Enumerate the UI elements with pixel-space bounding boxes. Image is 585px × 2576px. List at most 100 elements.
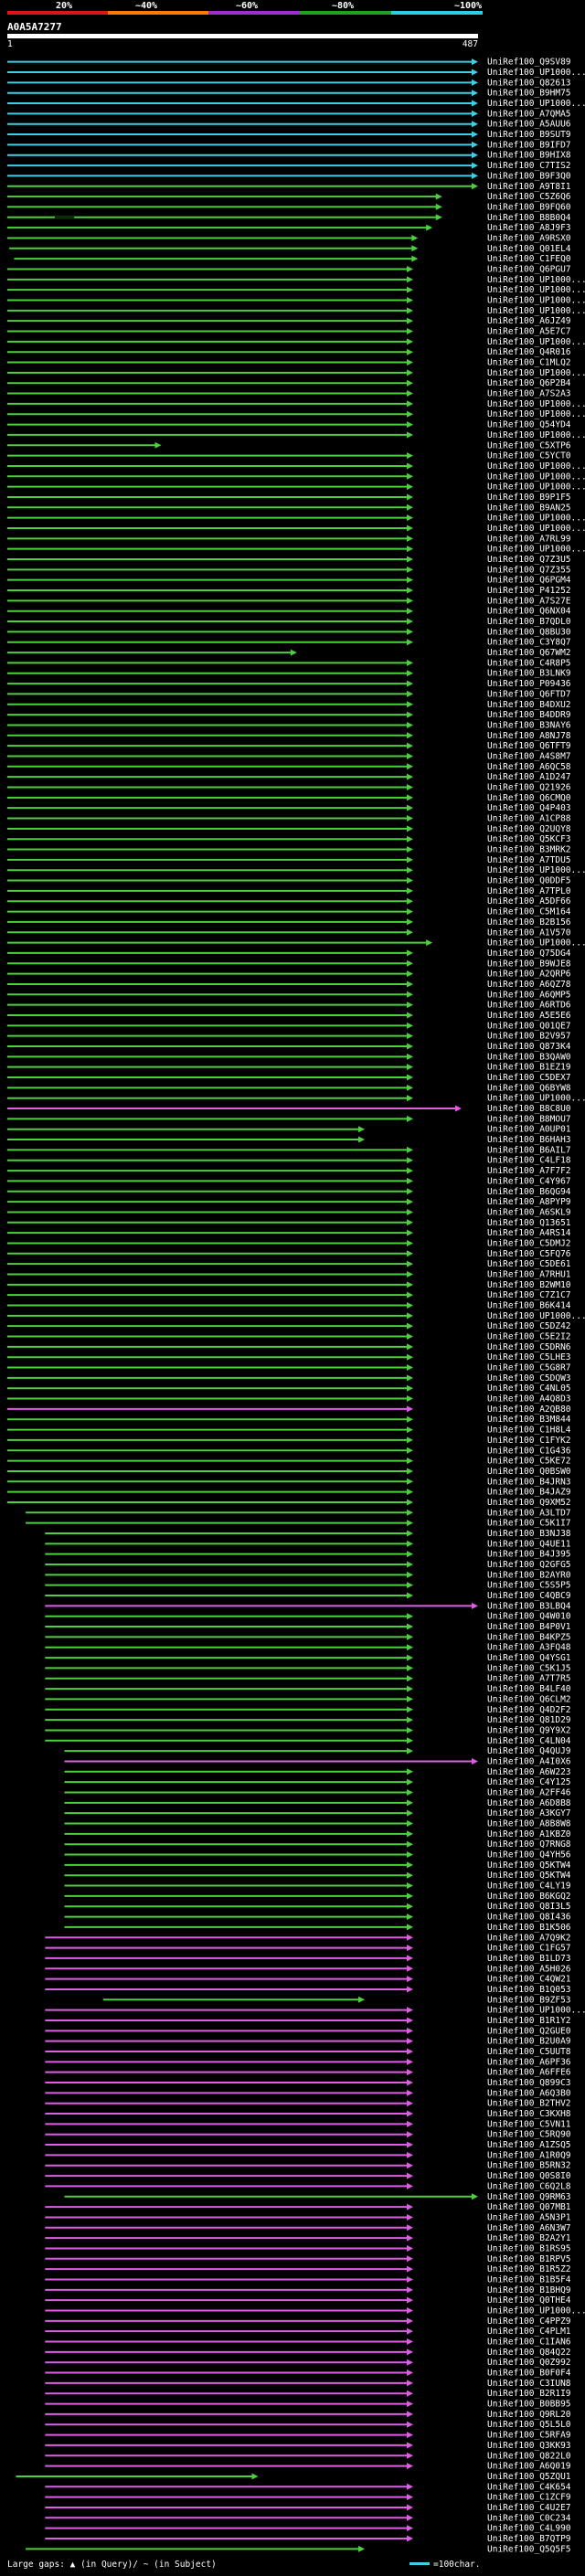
hit-row[interactable]: UniRef100_A7QMA5 <box>7 109 571 119</box>
hit-label[interactable]: UniRef100_B9P1F5 <box>487 493 571 503</box>
hit-row[interactable]: UniRef100_A6PF36 <box>45 2057 571 2067</box>
hit-label[interactable]: UniRef100_B1R1Y2 <box>487 2016 571 2026</box>
hit-label[interactable]: UniRef100_B2V957 <box>487 1032 571 1042</box>
hit-row[interactable]: UniRef100_A1ZSQ5 <box>45 2140 571 2150</box>
hit-row[interactable]: UniRef100_Q13651 <box>7 1218 571 1228</box>
hit-label[interactable]: UniRef100_Q4YSG1 <box>487 1653 571 1663</box>
hit-row[interactable]: UniRef100_A6QMP5 <box>7 990 571 1000</box>
hit-label[interactable]: UniRef100_UP1000... <box>487 275 585 285</box>
hit-row[interactable]: UniRef100_Q75DG4 <box>7 949 571 959</box>
hit-row[interactable]: UniRef100_UP1000... <box>7 865 585 875</box>
hit-label[interactable]: UniRef100_C4K654 <box>487 2482 571 2492</box>
hit-label[interactable]: UniRef100_B3QAW0 <box>487 1052 571 1062</box>
hit-label[interactable]: UniRef100_C5LHE3 <box>487 1352 571 1362</box>
hit-row[interactable]: UniRef100_B2A2Y1 <box>45 2233 571 2243</box>
hit-row[interactable]: UniRef100_Q07MB1 <box>45 2202 571 2212</box>
hit-label[interactable]: UniRef100_A9T8I1 <box>487 182 571 192</box>
hit-row[interactable]: UniRef100_A4Q8D3 <box>7 1394 571 1405</box>
hit-label[interactable]: UniRef100_A7TDU5 <box>487 855 571 865</box>
hit-label[interactable]: UniRef100_Q7Z355 <box>487 565 571 575</box>
hit-row[interactable]: UniRef100_B6KGQ2 <box>64 1892 571 1902</box>
hit-row[interactable]: UniRef100_B9AN25 <box>7 503 571 513</box>
hit-row[interactable]: UniRef100_B3QAW0 <box>7 1052 571 1062</box>
hit-label[interactable]: UniRef100_A8J9F3 <box>487 223 571 233</box>
hit-row[interactable]: UniRef100_B6K414 <box>7 1301 571 1311</box>
hit-row[interactable]: UniRef100_B1R5Z2 <box>45 2264 571 2274</box>
hit-row[interactable]: UniRef100_UP1000... <box>7 99 585 109</box>
hit-row[interactable]: UniRef100_UP1000... <box>7 482 585 493</box>
hit-label[interactable]: UniRef100_C5K1J5 <box>487 1663 571 1673</box>
hit-row[interactable]: UniRef100_C5K1J5 <box>45 1663 571 1673</box>
hit-row[interactable]: UniRef100_A6Q019 <box>45 2462 571 2472</box>
hit-label[interactable]: UniRef100_UP1000... <box>487 865 585 875</box>
hit-row[interactable]: UniRef100_C5KE72 <box>7 1457 571 1467</box>
hit-label[interactable]: UniRef100_A4S8M7 <box>487 751 571 761</box>
hit-row[interactable]: UniRef100_B3MRK2 <box>7 845 571 855</box>
hit-label[interactable]: UniRef100_Q9RL20 <box>487 2410 571 2420</box>
hit-label[interactable]: UniRef100_C5VN11 <box>487 2119 571 2129</box>
hit-label[interactable]: UniRef100_C7TIS2 <box>487 161 571 171</box>
hit-label[interactable]: UniRef100_A3LTD7 <box>487 1508 571 1518</box>
hit-row[interactable]: UniRef100_B6AIL7 <box>7 1145 571 1155</box>
hit-label[interactable]: UniRef100_UP1000... <box>487 399 585 409</box>
hit-row[interactable]: UniRef100_B0BB95 <box>45 2400 571 2410</box>
hit-row[interactable]: UniRef100_A4I0X6 <box>64 1756 571 1766</box>
hit-row[interactable]: UniRef100_A1R0Q9 <box>45 2150 571 2160</box>
hit-label[interactable]: UniRef100_A6JZ49 <box>487 316 571 326</box>
hit-label[interactable]: UniRef100_C1G436 <box>487 1446 571 1456</box>
hit-label[interactable]: UniRef100_A2QRP6 <box>487 970 571 980</box>
hit-label[interactable]: UniRef100_Q5L5L0 <box>487 2420 571 2430</box>
hit-label[interactable]: UniRef100_B9HM75 <box>487 89 571 99</box>
hit-label[interactable]: UniRef100_Q6BYW8 <box>487 1083 571 1093</box>
hit-row[interactable]: UniRef100_Q54YD4 <box>7 420 571 430</box>
hit-label[interactable]: UniRef100_B1BHQ9 <box>487 2285 571 2295</box>
hit-row[interactable]: UniRef100_C4QW21 <box>45 1975 571 1985</box>
hit-label[interactable]: UniRef100_UP1000... <box>487 524 585 534</box>
hit-label[interactable]: UniRef100_B9AN25 <box>487 503 571 513</box>
hit-row[interactable]: UniRef100_Q6PGU7 <box>7 264 571 274</box>
hit-label[interactable]: UniRef100_C4Y125 <box>487 1777 571 1787</box>
hit-row[interactable]: UniRef100_Q4YH56 <box>64 1850 571 1860</box>
hit-label[interactable]: UniRef100_C1MLQ2 <box>487 358 571 368</box>
hit-label[interactable]: UniRef100_C3Y8Q7 <box>487 638 571 648</box>
hit-label[interactable]: UniRef100_C6Q2L8 <box>487 2181 571 2191</box>
hit-label[interactable]: UniRef100_C5UUT8 <box>487 2047 571 2057</box>
hit-label[interactable]: UniRef100_C5S5P5 <box>487 1581 571 1591</box>
hit-row[interactable]: UniRef100_C5DRN6 <box>7 1342 571 1352</box>
hit-row[interactable]: UniRef100_A3KGY7 <box>64 1808 571 1818</box>
hit-label[interactable]: UniRef100_B1K506 <box>487 1923 571 1933</box>
hit-row[interactable]: UniRef100_B3LNK9 <box>7 669 571 679</box>
hit-row[interactable]: UniRef100_B1RPV5 <box>45 2254 571 2264</box>
hit-row[interactable]: UniRef100_A6RTD6 <box>7 1001 571 1011</box>
hit-row[interactable]: UniRef100_B3NJ38 <box>45 1529 571 1539</box>
hit-row[interactable]: UniRef100_B1RS95 <box>45 2243 571 2253</box>
hit-row[interactable]: UniRef100_A2FF46 <box>64 1787 571 1797</box>
hit-row[interactable]: UniRef100_Q4R016 <box>7 347 571 357</box>
hit-label[interactable]: UniRef100_B6K414 <box>487 1301 571 1311</box>
hit-label[interactable]: UniRef100_B4JRN3 <box>487 1477 571 1487</box>
hit-row[interactable]: UniRef100_B1K506 <box>64 1923 571 1933</box>
hit-label[interactable]: UniRef100_B1Q053 <box>487 1985 571 1995</box>
hit-label[interactable]: UniRef100_C5K1I7 <box>487 1519 571 1529</box>
hit-label[interactable]: UniRef100_A6D8B8 <box>487 1798 571 1808</box>
hit-row[interactable]: UniRef100_A8NJ78 <box>7 731 571 741</box>
hit-row[interactable]: UniRef100_Q0Z992 <box>45 2358 571 2368</box>
hit-label[interactable]: UniRef100_Q5KCF3 <box>487 834 571 844</box>
hit-label[interactable]: UniRef100_B3M844 <box>487 1415 571 1425</box>
hit-label[interactable]: UniRef100_B8MOU7 <box>487 1114 571 1124</box>
hit-row[interactable]: UniRef100_Q822L0 <box>45 2451 571 2461</box>
hit-label[interactable]: UniRef100_A7Q9K2 <box>487 1933 571 1943</box>
hit-label[interactable]: UniRef100_B1B5F4 <box>487 2274 571 2284</box>
hit-row[interactable]: UniRef100_C4U2E7 <box>45 2503 571 2513</box>
hit-row[interactable]: UniRef100_Q6TFT9 <box>7 741 571 751</box>
hit-row[interactable]: UniRef100_A3FQ48 <box>45 1643 571 1653</box>
hit-label[interactable]: UniRef100_Q21926 <box>487 782 571 792</box>
hit-row[interactable]: UniRef100_B1EZ19 <box>7 1063 571 1073</box>
hit-label[interactable]: UniRef100_Q2UQY8 <box>487 824 571 834</box>
hit-row[interactable]: UniRef100_Q2UQY8 <box>7 824 571 834</box>
hit-label[interactable]: UniRef100_Q6P2B4 <box>487 378 571 388</box>
hit-row[interactable]: UniRef100_UP1000... <box>7 472 585 482</box>
hit-label[interactable]: UniRef100_C5XTP6 <box>487 440 571 451</box>
hit-row[interactable]: UniRef100_B9ZF53 <box>102 1995 571 2005</box>
hit-label[interactable]: UniRef100_B2R1I9 <box>487 2389 571 2399</box>
